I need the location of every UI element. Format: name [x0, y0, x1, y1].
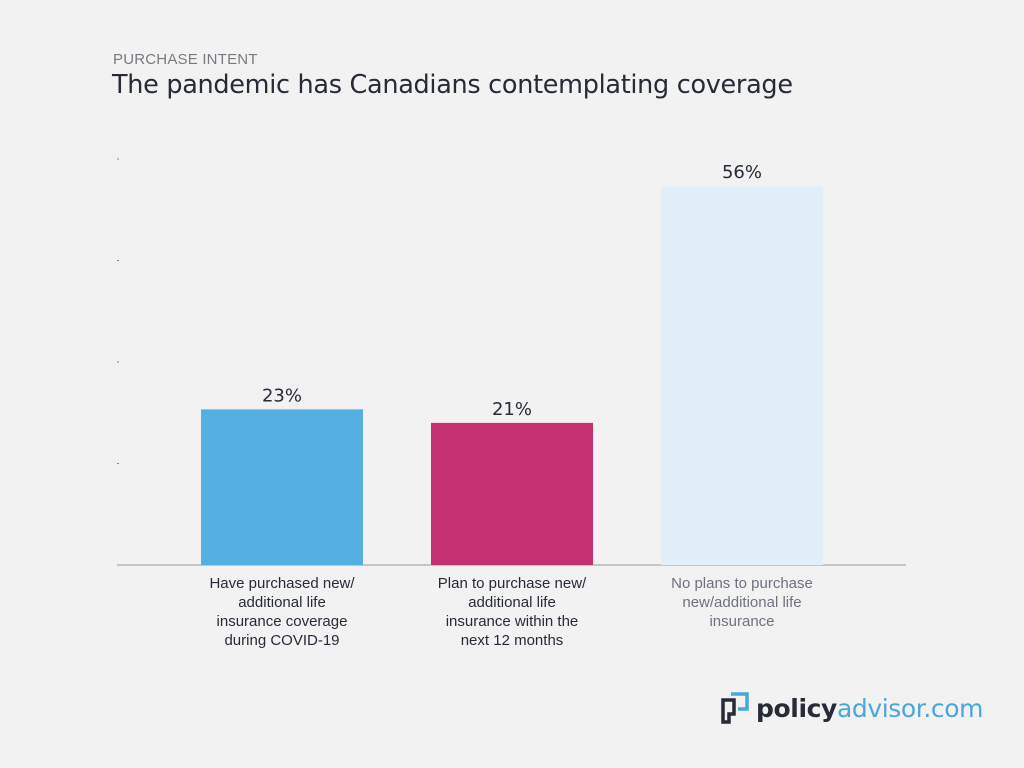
chart-title: The pandemic has Canadians contemplating… [112, 70, 793, 100]
bar [661, 186, 823, 566]
x-axis-category-label: insurance [709, 613, 774, 630]
bar [201, 409, 363, 565]
bar-value-label: 56% [722, 162, 762, 183]
bar-value-label: 21% [492, 399, 532, 420]
logo-policy-text: policy [756, 693, 837, 723]
x-axis-category-label: Have purchased new/ [209, 575, 355, 592]
bar-chart: 23% Have purchased new/additional life ins… [117, 158, 906, 649]
x-axis-category-label: insurance coverage [217, 613, 348, 630]
policyadvisor-logo-icon [721, 692, 749, 724]
x-axis-category-label: additional life [468, 594, 556, 611]
x-axis-category-label: next 12 months [461, 632, 564, 649]
logo-advisor-text: advisor.com [836, 693, 984, 723]
x-axis-category-label: new/additional life [682, 594, 801, 611]
chart-eyebrow: PURCHASE INTENT [113, 51, 258, 68]
bar [431, 422, 593, 565]
x-axis-category-label: insurance within the [446, 613, 579, 630]
x-axis-category-label: Plan to purchase new/ [438, 575, 587, 592]
policyadvisor-logo: policyadvisor.com [720, 688, 984, 728]
bar-value-label: 23% [262, 385, 302, 406]
x-axis-category-label: during COVID-19 [224, 632, 339, 649]
x-axis-category-label: additional life [238, 594, 326, 611]
x-axis-category-label: No plans to purchase [671, 575, 813, 592]
